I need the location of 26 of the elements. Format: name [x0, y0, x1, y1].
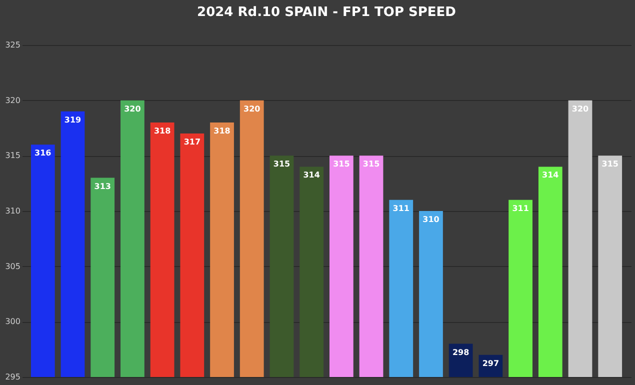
data-label: 314 — [303, 170, 320, 180]
y-tick-label: 320 — [5, 96, 20, 105]
data-label: 315 — [273, 160, 290, 169]
data-label: 297 — [482, 358, 500, 368]
data-label: 311 — [392, 204, 410, 213]
y-tick-label: 315 — [5, 151, 20, 160]
data-label: 311 — [512, 204, 530, 213]
y-tick-label: 295 — [5, 372, 20, 382]
data-label: 316 — [34, 148, 52, 158]
data-label: 318 — [214, 126, 231, 136]
data-label: 317 — [184, 138, 201, 147]
y-tick-label: 305 — [5, 262, 20, 271]
data-label: 315 — [362, 160, 380, 169]
data-label: 320 — [124, 104, 142, 114]
data-label: 319 — [64, 115, 82, 124]
y-tick-label: 300 — [5, 317, 20, 326]
y-tick-label: 310 — [5, 206, 20, 216]
data-label: 298 — [452, 348, 470, 357]
data-label: 310 — [422, 215, 440, 224]
y-tick-label: 325 — [5, 40, 20, 50]
data-label: 313 — [94, 182, 111, 191]
data-label: 314 — [542, 170, 560, 180]
data-label: 318 — [154, 126, 172, 136]
chart-title: 2024 Rd.10 SPAIN - FP1 TOP SPEED — [197, 5, 456, 20]
data-label: 315 — [333, 160, 350, 169]
data-label: 320 — [244, 104, 261, 114]
